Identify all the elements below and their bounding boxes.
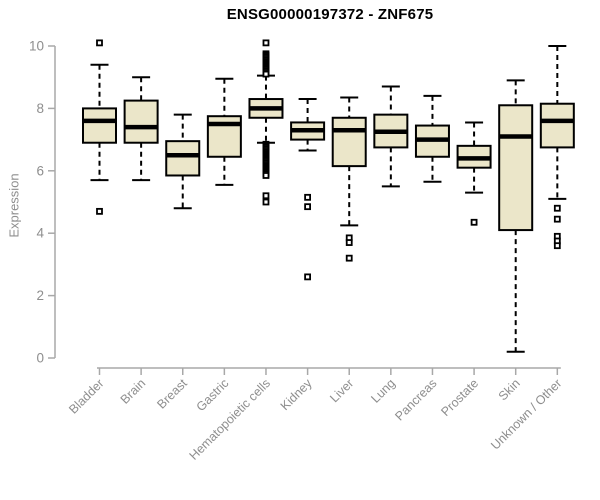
- x-category-label: Lung: [368, 376, 398, 406]
- box-group-bladder: Bladder: [66, 39, 117, 417]
- x-category-label: Prostate: [438, 376, 481, 419]
- outlier-point: [262, 70, 270, 78]
- x-category-label: Liver: [327, 376, 356, 405]
- x-category-label: Breast: [154, 376, 190, 412]
- outlier-point: [553, 204, 561, 212]
- box-group-skin: Skin: [496, 79, 534, 403]
- iqr-box: [331, 116, 367, 168]
- y-tick-label: 8: [36, 101, 44, 116]
- box-group-kidney: Kidney: [278, 98, 326, 413]
- x-category-label: Hematopoietic cells: [187, 376, 274, 463]
- box-group-brain: Brain: [118, 76, 159, 407]
- outlier-point: [262, 198, 270, 206]
- outlier-point: [96, 207, 103, 215]
- y-tick-label: 6: [36, 163, 44, 178]
- iqr-box: [165, 140, 201, 177]
- x-category-label: Unknown / Other: [488, 376, 564, 452]
- outlier-point: [345, 239, 353, 246]
- outlier-point: [470, 218, 478, 226]
- x-category-label: Brain: [118, 376, 149, 407]
- x-category-label: Pancreas: [392, 376, 439, 423]
- y-tick-label: 0: [36, 351, 44, 366]
- y-tick-label: 2: [36, 288, 44, 303]
- box-group-prostate: Prostate: [438, 121, 492, 419]
- y-tick-label: 4: [36, 226, 44, 241]
- iqr-box: [82, 107, 117, 144]
- x-category-label: Bladder: [66, 376, 106, 416]
- y-tick-label: 10: [29, 39, 44, 54]
- outlier-point: [304, 273, 312, 281]
- x-category-label: Kidney: [278, 376, 315, 413]
- box-group-liver: Liver: [327, 96, 367, 405]
- iqr-box: [498, 104, 534, 232]
- outlier-point: [262, 192, 270, 200]
- outlier-point: [345, 254, 353, 262]
- box-group-breast: Breast: [154, 113, 201, 412]
- outlier-point: [262, 39, 270, 47]
- box-group-gastric: Gastric: [194, 77, 242, 414]
- outlier-point: [262, 172, 270, 179]
- outlier-point: [553, 215, 561, 223]
- iqr-box: [539, 102, 575, 149]
- box-group-lung: Lung: [368, 85, 409, 406]
- outlier-point: [304, 203, 312, 211]
- x-category-label: Skin: [496, 376, 523, 403]
- x-category-label: Gastric: [194, 376, 232, 414]
- outlier-point: [304, 193, 312, 201]
- chart-title: ENSG00000197372 - ZNF675: [226, 6, 434, 23]
- outlier-point: [96, 39, 103, 47]
- outlier-point: [553, 242, 561, 250]
- iqr-box: [123, 99, 159, 144]
